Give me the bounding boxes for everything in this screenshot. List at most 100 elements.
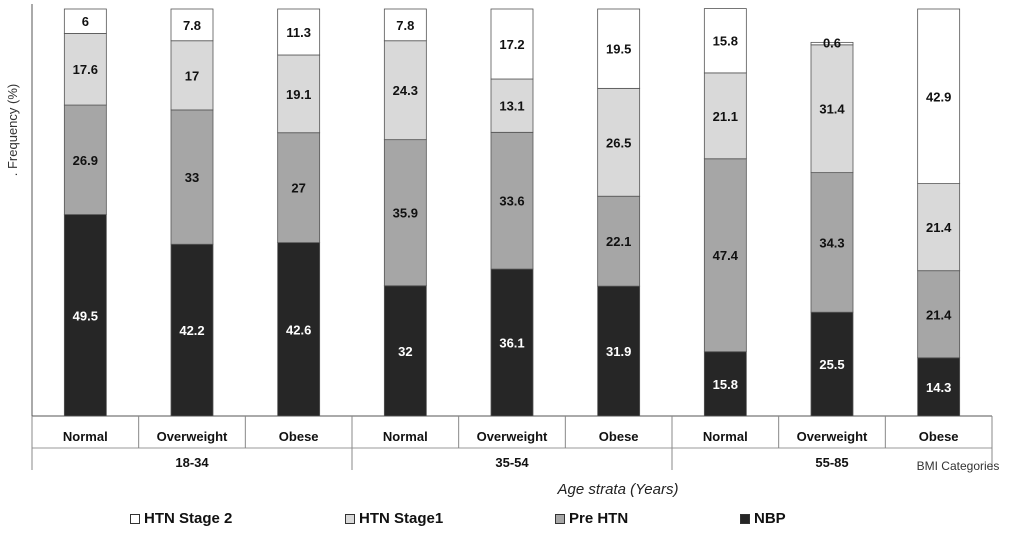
x-tick-label: Overweight	[797, 429, 868, 444]
data-label: 42.6	[286, 322, 311, 337]
legend-swatch-nbp	[740, 513, 750, 524]
data-label: 24.3	[393, 83, 418, 98]
legend-swatch-pre-htn	[555, 513, 565, 524]
bar-segment-pre-htn	[170, 109, 214, 245]
data-label: 15.8	[713, 34, 738, 49]
group-label: 35-54	[495, 455, 529, 470]
data-label: 42.9	[926, 89, 951, 104]
legend-label-nbp: NBP	[754, 510, 786, 527]
legend-item-htn-stage1: HTN Stage1	[345, 510, 443, 527]
data-label: 32	[398, 344, 412, 359]
chart-segment-labels: 49.5 26.9 17.6 6 42.2 33 17 7.8 42.6 27 19.1 11.3 32…	[73, 14, 952, 395]
bar-segment-nbp	[810, 311, 854, 417]
data-label: 34.3	[819, 235, 844, 250]
data-label: 0.6	[823, 36, 841, 51]
x-tick-label: Normal	[63, 429, 108, 444]
bar-segment-htn-stage-2	[170, 8, 214, 42]
bar-segment-nbp	[170, 243, 214, 417]
data-label: 21.4	[926, 220, 952, 235]
bar-segment-pre-htn	[383, 139, 427, 287]
bar-segment-nbp	[490, 268, 534, 417]
legend-item-nbp: NBP	[740, 510, 786, 527]
legend-swatch-htn-stage1	[345, 513, 355, 524]
bar-segment-pre-htn	[63, 104, 107, 215]
x-tick-label: Normal	[383, 429, 428, 444]
legend-item-htn-stage-2: HTN Stage 2	[130, 510, 232, 527]
bar-segment-pre-htn	[597, 195, 641, 287]
data-label: 33.6	[499, 194, 524, 209]
data-label: 22.1	[606, 234, 631, 249]
bar-segment-nbp	[703, 351, 747, 417]
bar-segment-pre-htn	[810, 172, 854, 313]
data-label: 36.1	[499, 336, 524, 351]
legend-item-pre-htn: Pre HTN	[555, 510, 628, 527]
bar-segment-nbp	[277, 242, 321, 417]
chart-bars	[63, 8, 961, 417]
data-label: 26.5	[606, 135, 631, 150]
data-label: 25.5	[819, 357, 844, 372]
data-label: 49.5	[73, 308, 98, 323]
bar-segment-htn-stage-2	[383, 8, 427, 42]
x-tick-label: Normal	[703, 429, 748, 444]
data-label: 11.3	[286, 25, 311, 40]
bar-segment-htn-stage1	[63, 33, 107, 106]
group-label: 18-34	[175, 455, 209, 470]
group-label: 55-85	[815, 455, 848, 470]
bar-segment-htn-stage-2	[703, 8, 747, 74]
data-label: 19.1	[286, 87, 311, 102]
data-label: 13.1	[499, 99, 524, 114]
x-axis-title: Age strata (Years)	[557, 481, 679, 498]
bar-segment-nbp	[917, 357, 961, 417]
bar-segment-htn-stage-2	[917, 8, 961, 185]
bmi-categories-label: BMI Categories	[917, 459, 1000, 473]
legend-label-htn-stage-2: HTN Stage 2	[144, 510, 233, 527]
data-label: 6	[82, 14, 89, 29]
bar-segment-htn-stage-2	[810, 41, 854, 46]
data-label: 35.9	[393, 206, 418, 221]
legend-label-htn-stage1: HTN Stage1	[359, 510, 444, 527]
x-tick-label: Obese	[279, 429, 319, 444]
bar-segment-htn-stage1	[810, 44, 854, 174]
data-label: 19.5	[606, 42, 631, 57]
data-label: 27	[291, 181, 305, 196]
data-label: 26.9	[73, 153, 98, 168]
data-label: 33	[185, 170, 199, 185]
bar-segment-nbp	[383, 285, 427, 417]
stacked-bar-chart: 49.5 26.9 17.6 6 42.2 33 17 7.8 42.6 27 19.1 11.3 32…	[5, 4, 1000, 498]
data-label: 17.6	[73, 62, 98, 77]
data-label: 21.1	[713, 109, 738, 124]
bar-segment-htn-stage-2	[490, 8, 534, 80]
data-label: 15.8	[713, 377, 738, 392]
bar-segment-pre-htn	[277, 132, 321, 244]
data-label: 7.8	[183, 18, 201, 33]
data-label: 31.4	[819, 102, 845, 117]
data-label: 14.3	[926, 380, 951, 395]
x-tick-label: Obese	[599, 429, 639, 444]
x-tick-label: Overweight	[477, 429, 548, 444]
y-axis-label: . Frequency (%)	[5, 84, 20, 176]
bar-segment-htn-stage-2	[277, 8, 321, 56]
data-label: 47.4	[713, 248, 739, 263]
bar-segment-pre-htn	[917, 270, 961, 359]
x-tick-label: Overweight	[157, 429, 228, 444]
bar-segment-htn-stage1	[383, 40, 427, 141]
x-tick-label: Obese	[919, 429, 959, 444]
bar-segment-htn-stage1	[597, 87, 641, 197]
bar-segment-htn-stage1	[703, 72, 747, 160]
data-label: 21.4	[926, 307, 952, 322]
data-label: 31.9	[606, 344, 631, 359]
chart-legend: HTN Stage 2 HTN Stage1 Pre HTN NBP	[0, 510, 1013, 534]
bar-segment-htn-stage1	[170, 40, 214, 111]
bar-segment-nbp	[63, 214, 107, 417]
bar-segment-nbp	[597, 285, 641, 417]
data-label: 42.2	[179, 323, 204, 338]
chart-x-labels: Normal Overweight Obese Normal Overweight Obe…	[63, 429, 959, 470]
legend-label-pre-htn: Pre HTN	[569, 510, 629, 527]
legend-swatch-htn-stage-2	[130, 513, 140, 524]
data-label: 17	[185, 68, 199, 83]
data-label: 17.2	[499, 37, 524, 52]
bar-segment-pre-htn	[490, 131, 534, 270]
bar-segment-htn-stage-2	[597, 8, 641, 89]
data-label: 7.8	[396, 18, 414, 33]
bar-segment-htn-stage-2	[63, 8, 107, 34]
